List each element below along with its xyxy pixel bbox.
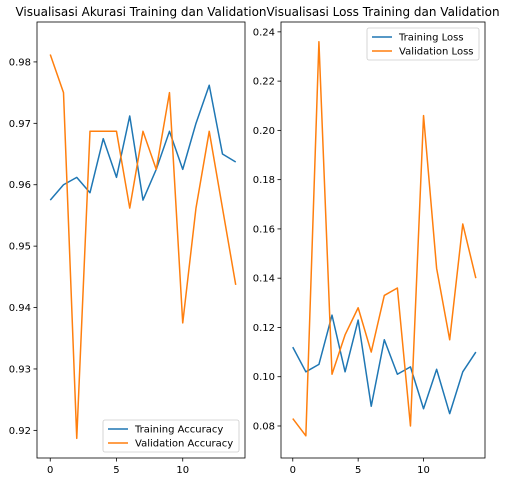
series-line-validation-loss <box>292 40 477 437</box>
series-line-validation-accuracy <box>49 54 237 440</box>
x-tick-label: 0 <box>290 465 296 476</box>
y-tick-label: 0.20 <box>253 126 275 137</box>
plot-area <box>36 21 246 459</box>
legend-label: Validation Loss <box>399 47 474 58</box>
x-tick-label: 10 <box>417 465 430 476</box>
y-tick-label: 0.98 <box>9 57 31 68</box>
y-tick-label: 0.14 <box>253 274 275 285</box>
y-tick-label: 0.93 <box>9 364 31 375</box>
chart-title: Visualisasi Loss Training dan Validation <box>266 5 499 19</box>
x-tick-label: 0 <box>47 465 53 476</box>
y-tick-label: 0.94 <box>9 303 31 314</box>
y-tick-label: 0.10 <box>253 372 275 383</box>
legend: Training Loss Validation Loss <box>366 27 480 61</box>
legend-box <box>366 27 480 61</box>
y-tick-label: 0.97 <box>9 119 31 130</box>
y-tick-label: 0.12 <box>253 323 275 334</box>
legend-box <box>102 419 240 453</box>
y-tick-label: 0.96 <box>9 180 31 191</box>
y-tick-label: 0.24 <box>253 27 275 38</box>
x-tick-label: 5 <box>113 465 119 476</box>
y-tick-label: 0.18 <box>253 175 275 186</box>
y-tick-label: 0.95 <box>9 242 31 253</box>
chart-panel-2: Visualisasi Loss Training dan Validation… <box>253 5 500 476</box>
legend-label: Training Loss <box>398 33 464 44</box>
x-tick-label: 5 <box>355 465 361 476</box>
plot-area <box>280 21 486 459</box>
y-tick-label: 0.16 <box>253 224 275 235</box>
y-tick-label: 0.08 <box>253 421 275 432</box>
series-line-training-loss <box>292 314 477 415</box>
y-tick-label: 0.22 <box>253 77 275 88</box>
legend-label: Training Accuracy <box>134 425 223 436</box>
legend-label: Validation Accuracy <box>135 439 233 450</box>
chart-panel-1: Visualisasi Akurasi Training dan Validat… <box>9 5 267 476</box>
x-tick-label: 10 <box>176 465 189 476</box>
chart-title: Visualisasi Akurasi Training dan Validat… <box>15 5 266 19</box>
series-line-training-accuracy <box>49 84 237 201</box>
y-tick-label: 0.92 <box>9 426 31 437</box>
legend: Training Accuracy Validation Accuracy <box>102 419 240 453</box>
